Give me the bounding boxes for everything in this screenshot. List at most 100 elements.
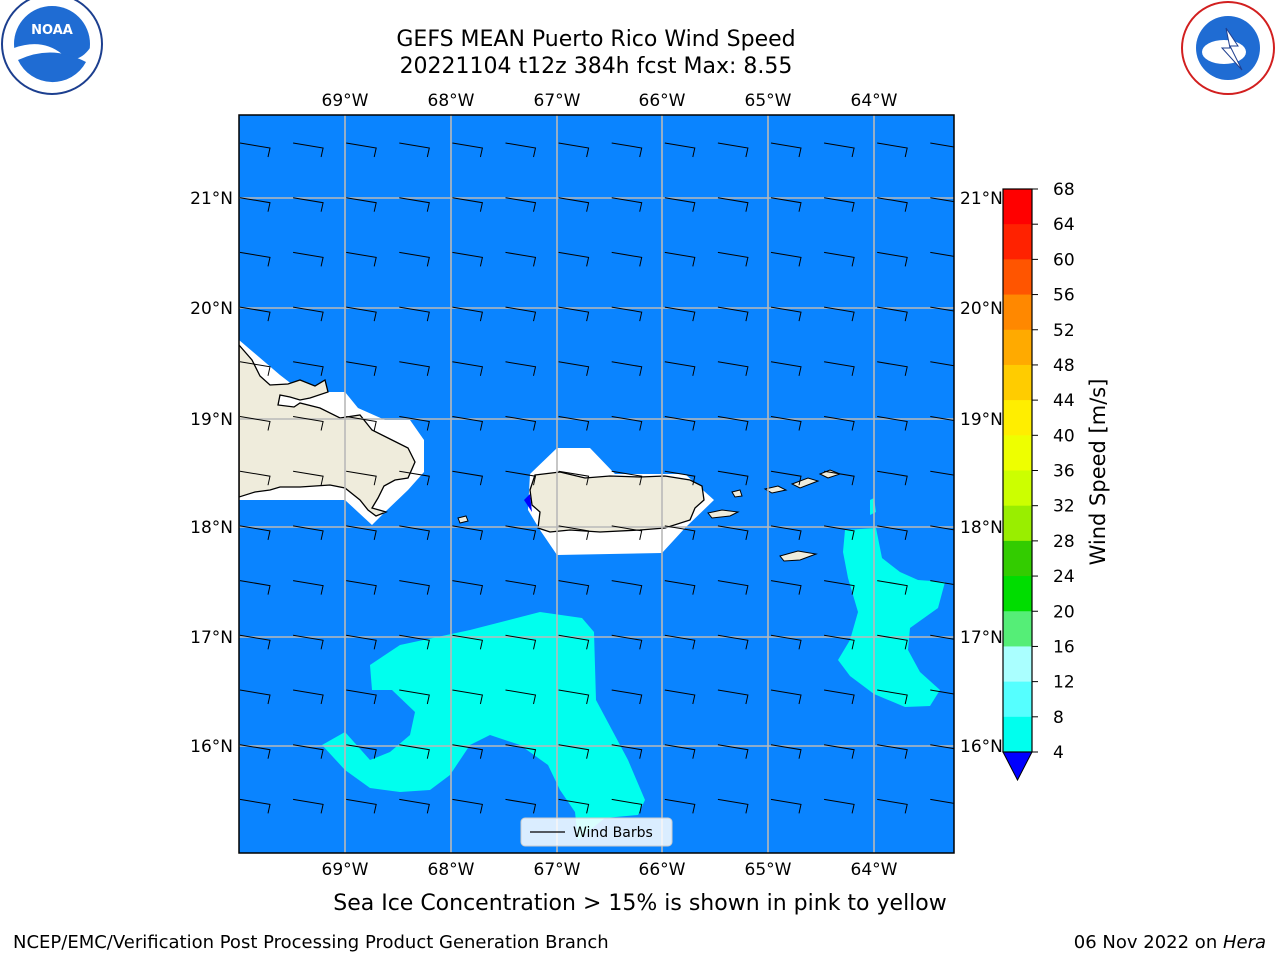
- wind-barb: [239, 744, 271, 759]
- colorbar: 68 64 60 56 52 48 44 40 36 32 28 24 20 16 12 8 4 Wind Sp…: [1002, 180, 1110, 782]
- wind-barb: [930, 744, 954, 750]
- wind-barb: [824, 798, 855, 814]
- wind-barb: [346, 142, 377, 158]
- wind-barb: [770, 306, 802, 322]
- map-border: [238, 114, 955, 854]
- land-puerto-rico: [529, 471, 705, 533]
- nws-logo: [1181, 1, 1275, 95]
- wind-barb: [611, 744, 643, 759]
- lon-label-top: 68°W: [428, 91, 475, 111]
- wind-barb: [505, 361, 537, 376]
- colorbar-tick-label: 20: [1053, 602, 1075, 622]
- wind-barb: [664, 798, 696, 814]
- lat-label-right: 20°N: [960, 299, 1003, 319]
- lon-label-bottom: 64°W: [851, 860, 898, 880]
- wind-barb: [611, 142, 643, 158]
- lon-label-top: 65°W: [745, 91, 792, 111]
- wind-barb: [877, 689, 908, 705]
- wind-barb: [770, 525, 802, 541]
- wind-barb: [293, 470, 324, 486]
- wind-barb: [717, 361, 749, 376]
- wind-barb: [399, 525, 430, 541]
- wind-barb: [877, 470, 908, 486]
- wind-barb: [770, 142, 802, 158]
- wind-barb: [399, 470, 430, 486]
- wind-barb: [452, 470, 484, 486]
- wind-barb: [346, 525, 377, 541]
- wind-barb: [770, 634, 802, 650]
- latitude-labels-left: 21°N 20°N 19°N 18°N 17°N 16°N: [190, 189, 233, 757]
- colorbar-segments: [1003, 189, 1032, 753]
- wind-barb: [399, 854, 429, 868]
- lat-label-right: 19°N: [960, 410, 1003, 430]
- wind-barb: [558, 306, 590, 322]
- wind-barb: [930, 416, 954, 421]
- colorbar-tick-label: 56: [1053, 286, 1075, 306]
- wind-barb: [877, 744, 908, 759]
- wind-barb: [558, 197, 590, 212]
- wind-barb: [824, 470, 855, 486]
- wind-barb: [877, 525, 908, 541]
- wind-barb: [877, 798, 908, 814]
- wind-barb: [399, 634, 430, 650]
- lon-label-top: 67°W: [534, 91, 581, 111]
- colorbar-segment: [1003, 189, 1032, 225]
- wind-barb: [717, 470, 749, 486]
- wind-barb: [664, 251, 696, 267]
- wind-barb: [558, 251, 590, 267]
- wind-barb: [611, 197, 643, 212]
- wind-barb: [877, 416, 908, 431]
- noaa-logo-text: NOAA: [31, 23, 73, 38]
- lon-label-bottom: 66°W: [639, 860, 686, 880]
- wind-speed-region-east: [838, 498, 945, 707]
- wind-barb: [717, 689, 749, 705]
- colorbar-tick-label: 52: [1053, 321, 1075, 341]
- wind-barb: [824, 361, 855, 376]
- wind-barb: [877, 580, 908, 595]
- wind-barb: [877, 306, 908, 322]
- colorbar-label: Wind Speed [m/s]: [1086, 379, 1110, 566]
- wind-barb: [239, 580, 271, 595]
- wind-barb: [558, 142, 590, 158]
- wind-barb: [930, 470, 954, 476]
- wind-barb: [770, 798, 802, 814]
- wind-barb: [399, 580, 430, 595]
- sea-ice-caption: Sea Ice Concentration > 15% is shown in …: [333, 891, 947, 916]
- wind-barb: [877, 251, 908, 267]
- colorbar-tick-label: 40: [1053, 426, 1075, 446]
- colorbar-segment: [1003, 470, 1032, 507]
- legend-label: Wind Barbs: [573, 825, 653, 841]
- map-panel: [239, 115, 954, 868]
- wind-barb: [824, 142, 855, 158]
- wind-barb: [452, 744, 484, 759]
- wind-barb: [505, 525, 537, 541]
- wind-barb: [505, 416, 537, 431]
- wind-barb: [452, 361, 484, 376]
- wind-barb: [346, 634, 377, 650]
- puerto-rico-west-tip: [524, 494, 532, 512]
- wind-barb: [718, 854, 748, 868]
- wind-barb: [717, 798, 749, 814]
- wind-barb: [930, 306, 954, 312]
- wind-barb: [611, 634, 643, 650]
- wind-barb: [824, 416, 855, 431]
- lat-label-right: 18°N: [960, 518, 1003, 538]
- wind-barb: [293, 854, 323, 868]
- colorbar-under-triangle: [1002, 751, 1033, 782]
- wind-barb: [611, 470, 643, 486]
- wind-barb: [611, 580, 643, 595]
- wind-barb: [717, 634, 749, 650]
- wind-barb: [452, 580, 484, 595]
- wind-barb: [346, 361, 377, 376]
- wind-barb: [611, 798, 643, 814]
- wind-barb: [824, 197, 855, 212]
- wind-barb: [717, 306, 749, 322]
- colorbar-segment: [1003, 329, 1032, 366]
- colorbar-segment: [1003, 259, 1032, 296]
- wind-barb: [346, 416, 377, 431]
- wind-barb: [930, 197, 954, 203]
- wind-barb: [399, 142, 430, 158]
- chart-subtitle: 20221104 t12z 384h fcst Max: 8.55: [399, 54, 793, 79]
- wind-barb: [558, 416, 590, 431]
